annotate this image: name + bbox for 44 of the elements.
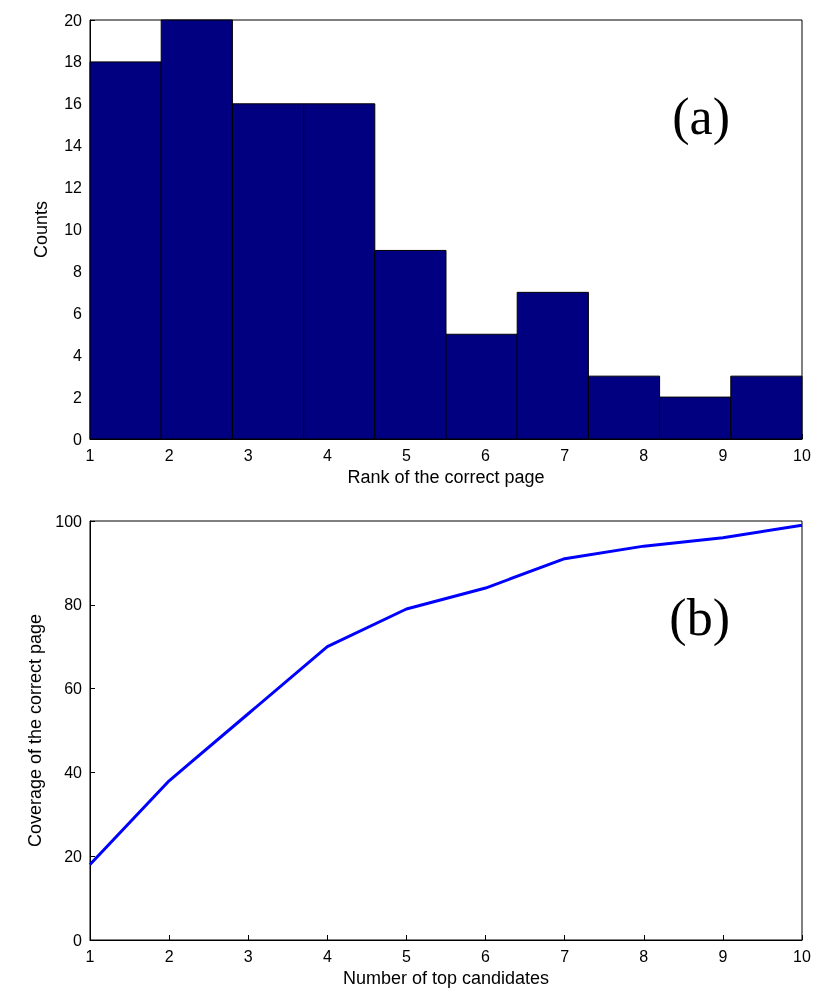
x-tick-label: 8 bbox=[639, 446, 649, 464]
y-tick-label: 12 bbox=[64, 179, 83, 197]
annotation: (b) bbox=[669, 588, 731, 647]
annotation: (a) bbox=[672, 87, 731, 146]
x-tick-label: 6 bbox=[481, 947, 491, 965]
y-tick-label: 10 bbox=[64, 221, 83, 238]
x-tick-label: 4 bbox=[322, 947, 332, 965]
y-tick-label: 14 bbox=[64, 137, 83, 155]
y-tick-label: 0 bbox=[73, 430, 83, 448]
y-tick-label: 20 bbox=[64, 11, 83, 29]
y-tick-label: 0 bbox=[73, 931, 83, 949]
x-tick-label: 2 bbox=[164, 446, 174, 464]
x-tick-label: 10 bbox=[793, 947, 811, 965]
y-axis-title: Coverage of the correct page bbox=[25, 613, 46, 848]
y-tick-label: 16 bbox=[64, 95, 83, 113]
y-tick-label: 8 bbox=[73, 262, 83, 280]
x-tick-label: 9 bbox=[718, 947, 728, 965]
x-tick-label: 4 bbox=[322, 446, 332, 464]
y-tick-label: 60 bbox=[64, 680, 83, 698]
x-tick-label: 9 bbox=[718, 446, 728, 464]
x-tick-label: 1 bbox=[85, 947, 95, 965]
line-series bbox=[88, 523, 804, 867]
x-tick-label: 5 bbox=[401, 446, 411, 464]
x-axis-title: Number of top candidates bbox=[342, 967, 550, 988]
y-tick-label: 80 bbox=[64, 596, 83, 614]
x-tick-label: 3 bbox=[243, 446, 253, 464]
y-tick-label: 100 bbox=[55, 512, 83, 530]
x-tick-label: 3 bbox=[243, 947, 253, 965]
x-tick-label: 2 bbox=[164, 947, 174, 965]
y-tick-label: 18 bbox=[64, 53, 83, 71]
x-tick-label: 7 bbox=[560, 947, 570, 965]
x-axis-title: Rank of the correct page bbox=[347, 466, 545, 487]
y-tick-label: 6 bbox=[73, 304, 83, 322]
y-tick-label: 4 bbox=[73, 346, 83, 364]
x-tick-label: 7 bbox=[560, 446, 570, 464]
y-axis-title: Counts bbox=[31, 200, 51, 259]
y-tick-label: 40 bbox=[64, 763, 83, 781]
y-tick-label: 2 bbox=[73, 388, 83, 406]
x-tick-label: 5 bbox=[401, 947, 411, 965]
x-tick-label: 6 bbox=[481, 446, 491, 464]
x-tick-label: 10 bbox=[793, 446, 811, 464]
y-tick-label: 20 bbox=[64, 847, 83, 865]
x-tick-label: 1 bbox=[85, 446, 95, 464]
x-tick-label: 8 bbox=[639, 947, 649, 965]
